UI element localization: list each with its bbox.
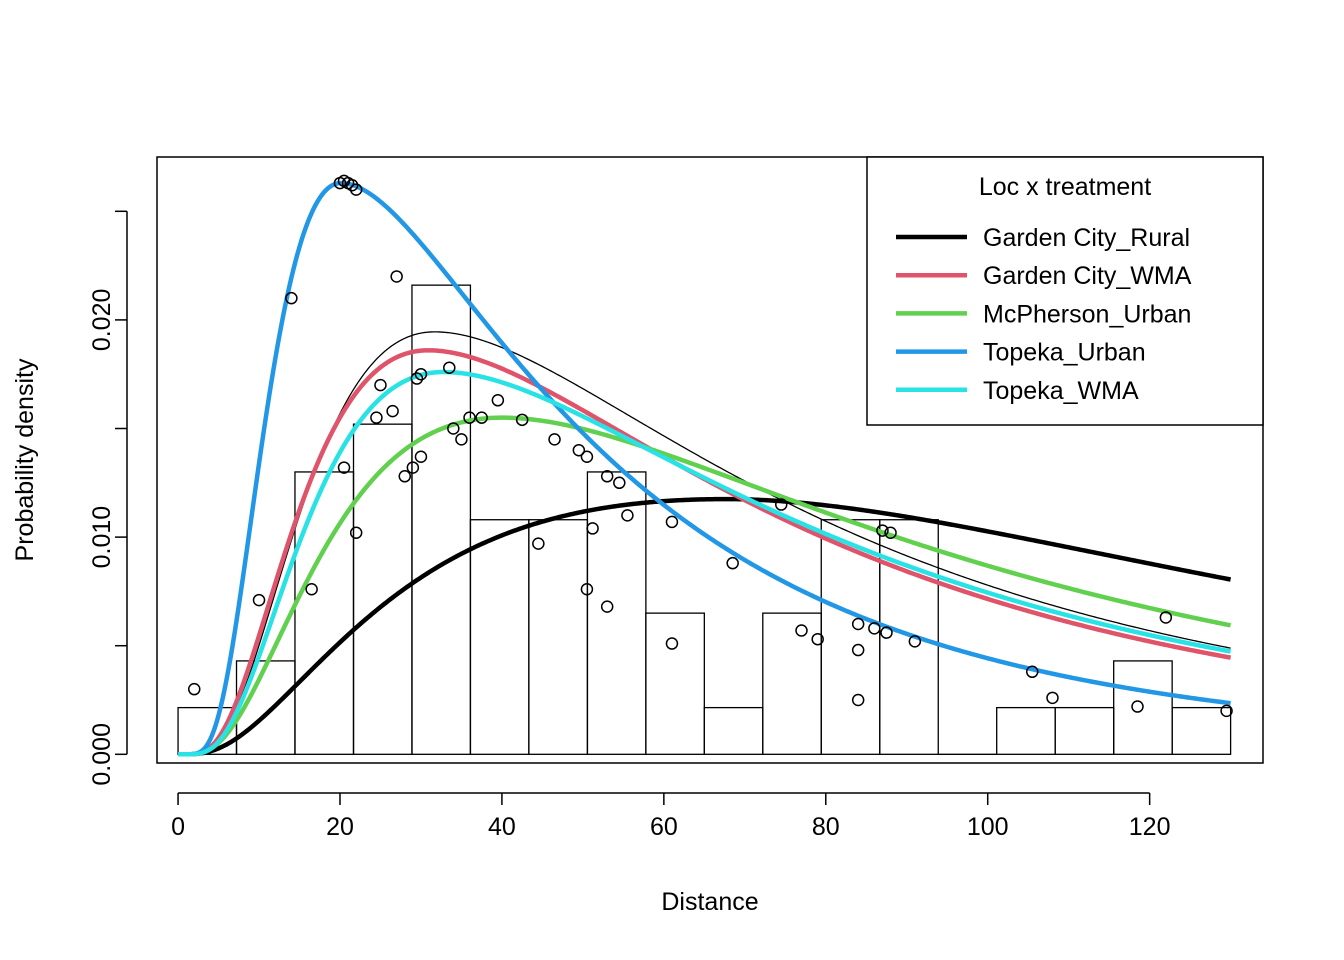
data-point (386, 404, 399, 418)
data-point (1131, 700, 1144, 713)
x-tick-label: 40 (488, 813, 516, 841)
plot-frame (156, 156, 1264, 764)
data-point (621, 509, 634, 522)
data-point (410, 372, 424, 385)
data-point (851, 617, 865, 631)
y-axis-title: Probability density (11, 358, 39, 561)
data-point (908, 635, 922, 648)
data-point (600, 470, 614, 483)
data-point (406, 461, 420, 474)
y-tick-label: 0.010 (88, 506, 116, 569)
x-tick-label: 60 (650, 813, 678, 841)
data-point (285, 291, 298, 305)
x-axis-title: Distance (661, 888, 758, 916)
data-point (580, 582, 594, 596)
x-tick-label: 80 (812, 813, 840, 841)
data-point (613, 476, 626, 490)
x-tick-label: 100 (967, 813, 1009, 841)
data-point (414, 450, 428, 463)
data-point (726, 556, 739, 570)
legend-label: Topeka_WMA (983, 377, 1139, 405)
data-point (548, 433, 561, 446)
x-tick-label: 20 (326, 813, 354, 841)
data-point (665, 515, 679, 529)
legend: Loc x treatment Garden City_Rural Garden … (866, 156, 1264, 426)
data-point (795, 624, 808, 637)
curve-garden-city-rural (177, 496, 1232, 757)
y-tick-label: 0.000 (88, 723, 116, 786)
data-point (305, 582, 318, 596)
histogram-bar (645, 612, 705, 755)
data-point (491, 394, 505, 407)
legend-label: Topeka_Urban (983, 339, 1146, 367)
y-tick-label: 0.020 (88, 289, 116, 352)
data-point (349, 183, 363, 196)
data-point (775, 498, 788, 511)
x-axis: 0 20 40 60 80 100 120 (171, 792, 1171, 841)
data-point (580, 450, 594, 463)
x-tick-label: 120 (1129, 813, 1171, 841)
data-point (370, 411, 383, 424)
data-point (349, 526, 363, 540)
data-point (475, 411, 488, 424)
data-point (390, 270, 403, 283)
data-points (187, 174, 1233, 718)
data-point (1046, 691, 1059, 705)
histogram-bar (879, 519, 939, 755)
data-point (876, 524, 889, 537)
data-point (443, 361, 456, 374)
data-point (374, 378, 387, 392)
data-point (572, 443, 586, 457)
data-point (880, 626, 893, 639)
legend-label: McPherson_Urban (983, 300, 1191, 328)
legend-box (866, 156, 1264, 426)
legend-title: Loc x treatment (979, 173, 1151, 201)
data-point (337, 461, 351, 474)
reference-density-curve (178, 331, 1231, 755)
data-point (532, 537, 545, 550)
x-tick-label: 0 (171, 813, 185, 841)
data-point (187, 682, 201, 696)
data-point (851, 643, 865, 657)
data-point (665, 637, 679, 650)
data-point (868, 622, 881, 635)
data-point (463, 411, 476, 424)
data-point (1220, 704, 1233, 718)
data-point (586, 522, 599, 535)
curve-mcpherson-urban (177, 415, 1232, 757)
data-point (455, 433, 468, 446)
histogram-bar (1171, 706, 1232, 755)
data-point (884, 526, 897, 540)
data-point (515, 413, 529, 427)
data-point (252, 593, 266, 607)
data-point (600, 600, 614, 613)
data-point (447, 422, 460, 435)
data-point (811, 632, 824, 646)
data-point (414, 367, 428, 381)
data-point (398, 470, 412, 483)
y-axis: 0.000 0.010 0.020 (88, 210, 128, 786)
curve-topeka-wma (177, 369, 1232, 757)
legend-label: Garden City_WMA (983, 262, 1192, 290)
data-point (1025, 665, 1039, 679)
legend-label: Garden City_Rural (983, 224, 1190, 252)
data-point (851, 693, 865, 707)
data-point (1159, 611, 1173, 624)
data-point (345, 178, 359, 192)
